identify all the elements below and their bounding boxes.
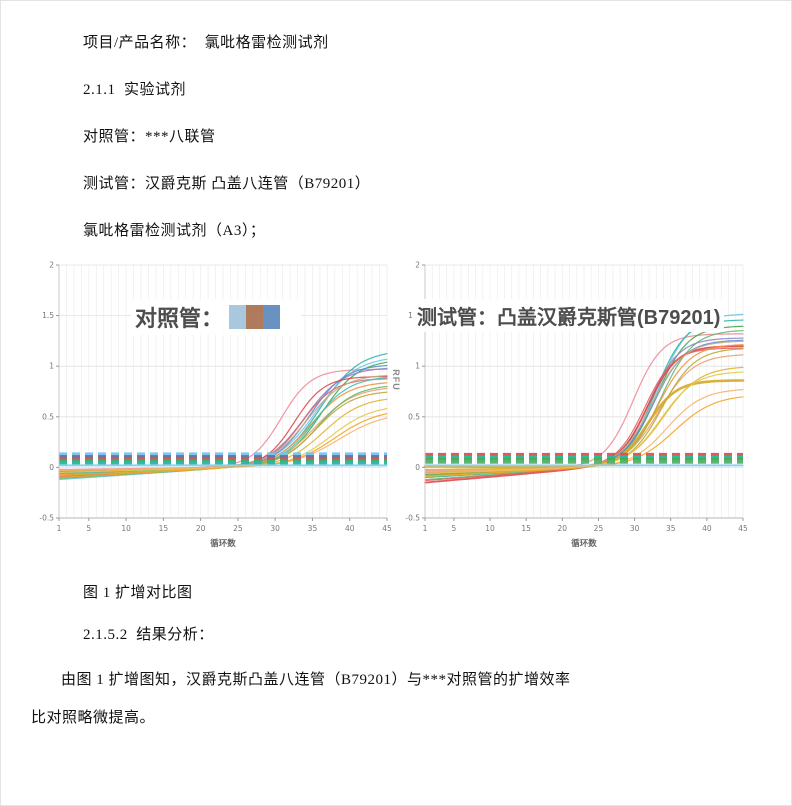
control-tube-line: 对照管：***八联管 [83, 129, 216, 145]
svg-text:25: 25 [594, 524, 604, 533]
svg-text:20: 20 [558, 524, 568, 533]
svg-text:5: 5 [86, 524, 91, 533]
rfu-axis-label: RFU [390, 369, 401, 391]
analysis-paragraph-line1: 由图 1 扩增图知，汉爵克斯凸盖八连管（B79201）与***对照管的扩增效率 [61, 672, 571, 688]
section-heading-result-analysis: 2.1.5.2 结果分析： [83, 627, 214, 643]
control-chart-title: 对照管： [131, 299, 302, 335]
test-chart-title: 测试管：凸盖汉爵克斯管(B79201) [413, 299, 725, 332]
svg-text:45: 45 [738, 524, 747, 533]
project-name-line: 项目/产品名称： 氯吡格雷检测试剂 [83, 35, 329, 51]
control-tube-chart: 1 5 10 15 20 25 30 35 40 45 2 1.5 1 0.5 0 -0.5 循环数 对照管： [39, 257, 391, 557]
rfu-axis-label-area: RFU [391, 257, 405, 557]
svg-text:1.5: 1.5 [42, 311, 54, 320]
svg-text:15: 15 [159, 524, 169, 533]
svg-text:0.5: 0.5 [408, 412, 420, 421]
svg-text:5: 5 [452, 524, 457, 533]
analysis-paragraph-line2: 比对照略微提高。 [31, 710, 156, 726]
svg-text:0.5: 0.5 [42, 412, 54, 421]
test-chart-title-text: 测试管：凸盖汉爵克斯管(B79201) [417, 307, 721, 329]
redaction-mosaic [229, 305, 298, 329]
svg-text:10: 10 [485, 524, 495, 533]
svg-text:15: 15 [521, 524, 531, 533]
svg-text:30: 30 [630, 524, 640, 533]
svg-text:0: 0 [49, 463, 54, 472]
section-heading-experiment-reagents: 2.1.1 实验试剂 [83, 82, 187, 98]
svg-text:1: 1 [423, 524, 428, 533]
svg-text:40: 40 [702, 524, 712, 533]
svg-text:35: 35 [666, 524, 676, 533]
svg-text:10: 10 [121, 524, 131, 533]
test-tube-line: 测试管：汉爵克斯 凸盖八连管（B79201） [83, 176, 371, 192]
svg-text:1: 1 [57, 524, 62, 533]
reagent-line: 氯吡格雷检测试剂（A3）； [83, 223, 266, 239]
svg-text:35: 35 [308, 524, 318, 533]
figure-caption: 图 1 扩增对比图 [83, 585, 193, 601]
figure-1-charts: 1 5 10 15 20 25 30 35 40 45 2 1.5 1 0.5 0 -0.5 循环数 对照管： … [39, 257, 755, 559]
svg-text:1: 1 [49, 362, 54, 371]
svg-text:0: 0 [415, 463, 420, 472]
svg-text:30: 30 [270, 524, 280, 533]
svg-text:25: 25 [233, 524, 243, 533]
x-axis-label: 循环数 [210, 538, 236, 549]
svg-text:-0.5: -0.5 [39, 514, 54, 523]
svg-text:45: 45 [382, 524, 391, 533]
svg-text:20: 20 [196, 524, 206, 533]
svg-text:1: 1 [415, 362, 420, 371]
control-chart-title-text: 对照管： [135, 306, 224, 331]
svg-text:2: 2 [415, 261, 420, 270]
svg-text:-0.5: -0.5 [405, 514, 420, 523]
x-axis-label: 循环数 [571, 538, 597, 549]
svg-text:2: 2 [49, 261, 54, 270]
svg-text:40: 40 [345, 524, 355, 533]
